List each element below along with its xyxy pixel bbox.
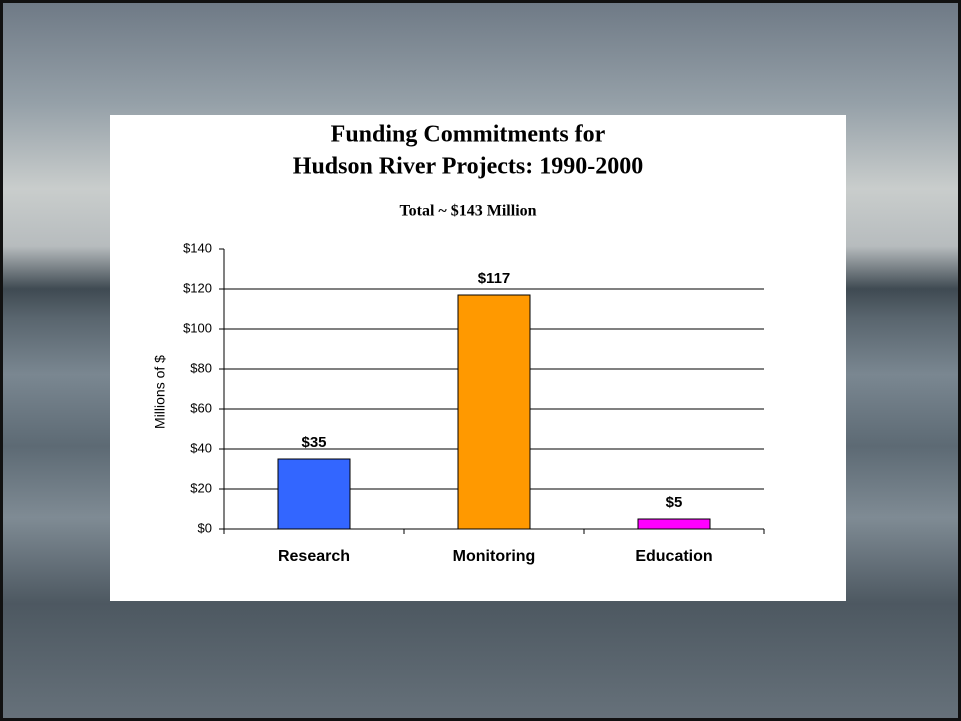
bar bbox=[457, 294, 531, 530]
y-tick-label: $40 bbox=[190, 440, 212, 455]
chart-title: Funding Commitments for bbox=[331, 122, 606, 148]
x-tick-label: Education bbox=[635, 548, 712, 565]
value-label: $117 bbox=[478, 270, 511, 287]
bar bbox=[637, 518, 711, 530]
chart: Funding Commitments for Hudson River Pro… bbox=[152, 122, 765, 565]
x-tick-label: Research bbox=[278, 548, 350, 565]
y-tick-label: $120 bbox=[183, 280, 212, 295]
value-label: $5 bbox=[666, 494, 683, 511]
bar bbox=[277, 458, 351, 530]
y-tick-label: $140 bbox=[183, 240, 212, 255]
chart-title: Hudson River Projects: 1990-2000 bbox=[293, 154, 643, 180]
value-label: $35 bbox=[301, 434, 326, 451]
y-tick-label: $0 bbox=[198, 520, 212, 535]
y-tick-label: $20 bbox=[190, 480, 212, 495]
chart-subtitle: Total ~ $143 Million bbox=[399, 203, 536, 220]
y-tick-label: $80 bbox=[190, 360, 212, 375]
x-tick-label: Monitoring bbox=[453, 548, 536, 565]
y-tick-label: $100 bbox=[183, 320, 212, 335]
y-axis-label: Millions of $ bbox=[152, 355, 168, 429]
y-tick-label: $60 bbox=[190, 400, 212, 415]
